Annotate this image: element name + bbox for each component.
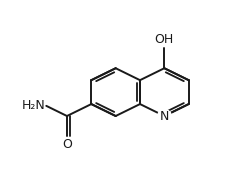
- Text: OH: OH: [155, 33, 174, 46]
- Text: H₂N: H₂N: [21, 99, 45, 112]
- Text: O: O: [62, 138, 72, 151]
- Text: N: N: [160, 109, 169, 122]
